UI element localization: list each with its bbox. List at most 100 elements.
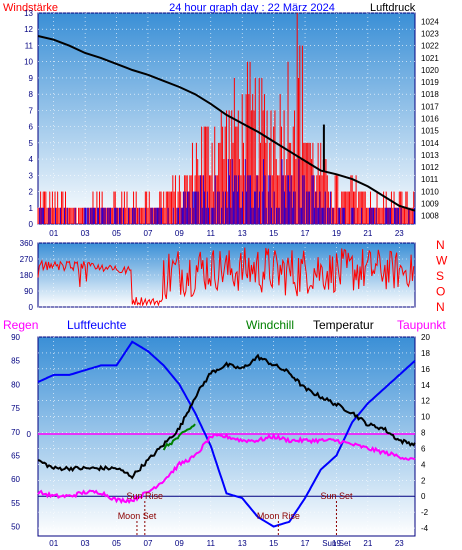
wind-tick-label: 5	[29, 139, 34, 148]
pressure-tick-label: 1017	[421, 102, 439, 111]
pressure-tick-label: 1008	[421, 212, 439, 221]
temperature-tick-label: 0	[421, 492, 426, 501]
time-tick-label: 13	[238, 539, 247, 548]
humidity-tick-label: 80	[11, 380, 20, 389]
temperature-tick-label: 18	[421, 349, 430, 358]
humidity-tick-label: 85	[11, 357, 20, 366]
legend-temperature: Temperatur	[313, 318, 374, 332]
compass-label: O	[436, 285, 445, 299]
pressure-tick-label: 1011	[421, 175, 439, 184]
direction-tick-label: 360	[20, 239, 34, 248]
time-tick-label: 05	[112, 539, 121, 548]
legend-rain: Regen	[3, 318, 38, 332]
time-tick-label: 11	[207, 539, 216, 548]
wind-tick-label: 6	[29, 123, 34, 132]
event-label: Sun Rise	[127, 491, 164, 501]
wind-tick-label: 10	[24, 58, 33, 67]
pressure-tick-label: 1012	[421, 163, 439, 172]
pressure-series	[37, 35, 416, 212]
temperature-tick-label: 14	[421, 381, 430, 390]
temperature-tick-label: 4	[421, 460, 426, 469]
wind-tick-label: 7	[29, 106, 34, 115]
wind-tick-label: 0	[29, 220, 34, 229]
time-tick-label: 23	[395, 229, 404, 238]
time-tick-label: 07	[144, 539, 153, 548]
pressure-tick-label: 1023	[421, 30, 439, 39]
time-tick-label: 01	[49, 229, 58, 238]
wind-speed-series	[37, 13, 415, 224]
temperature-tick-label: 2	[421, 476, 426, 485]
time-tick-label: 03	[81, 539, 90, 548]
time-tick-label: 05	[112, 229, 121, 238]
temperature-tick-label: 6	[421, 444, 426, 453]
pressure-tick-label: 1009	[421, 199, 439, 208]
direction-tick-label: 270	[20, 255, 34, 264]
compass-label: S	[436, 269, 444, 283]
chart-title: 24 hour graph day : 22 März 2024	[169, 2, 335, 14]
pressure-tick-label: 1022	[421, 42, 439, 51]
wind-tick-label: 12	[24, 25, 33, 34]
pressure-ticks: 1024 1023 1022 1021 1020 1019 1018 1017 1016 1015…	[421, 17, 439, 220]
wind-tick-label: 13	[24, 9, 33, 18]
time-tick-label: 19	[332, 229, 341, 238]
pressure-tick-label: 1019	[421, 78, 439, 87]
direction-tick-label: 90	[24, 287, 33, 296]
wind-direction-line	[37, 247, 415, 307]
wind-tick-label: 3	[29, 171, 34, 180]
pressure-tick-label: 1024	[421, 17, 439, 26]
time-ticks-top: 01 03 05 07 09 11 13 15 17 19 21 23	[49, 229, 404, 238]
sun-set-tick-label: Sun Set	[322, 539, 351, 548]
compass-label: W	[436, 254, 448, 268]
time-tick-label: 15	[269, 229, 278, 238]
pressure-tick-label: 1021	[421, 54, 439, 63]
time-tick-label: 17	[301, 539, 310, 548]
humidity-tick-label: 70	[11, 428, 20, 437]
wind-tick-label: 8	[29, 90, 34, 99]
direction-tick-label: 180	[20, 271, 34, 280]
temperature-tick-label: 12	[421, 397, 430, 406]
wind-tick-label: 2	[29, 188, 34, 197]
wind-tick-label: 9	[29, 74, 34, 83]
event-label: Moon Rise	[257, 511, 300, 521]
wind-tick-label: 1	[29, 204, 34, 213]
temperature-tick-label: 16	[421, 365, 430, 374]
time-tick-label: 11	[207, 229, 216, 238]
temperature-tick-label: 20	[421, 333, 430, 342]
temperature-tick-label: -2	[421, 508, 429, 517]
pressure-tick-label: 1015	[421, 127, 439, 136]
time-tick-label: 13	[238, 229, 247, 238]
pressure-tick-label: 1018	[421, 90, 439, 99]
humidity-tick-label: 65	[11, 451, 20, 460]
time-tick-label: 23	[395, 539, 404, 548]
time-tick-label: 21	[363, 229, 372, 238]
pressure-line	[37, 35, 416, 212]
pressure-tick-label: 1010	[421, 187, 439, 196]
temperature-tick-label: 10	[421, 413, 430, 422]
compass-label: N	[436, 300, 445, 314]
wind-tick-label: 4	[29, 155, 34, 164]
temperature-line	[37, 353, 416, 480]
wind-axis-title: Windstärke	[3, 2, 58, 14]
pressure-axis-title: Luftdruck	[370, 2, 416, 14]
time-tick-label: 07	[144, 229, 153, 238]
temperature-humidity-grid	[38, 336, 415, 536]
time-tick-label: 01	[49, 539, 58, 548]
compass-label: N	[436, 238, 445, 252]
pressure-tick-label: 1014	[421, 139, 439, 148]
windchill-line	[162, 423, 196, 451]
time-tick-label: 09	[175, 539, 184, 548]
temperature-tick-label: -4	[421, 524, 429, 533]
rain-zero-label: 0	[27, 430, 32, 439]
time-tick-label: 03	[81, 229, 90, 238]
humidity-tick-label: 75	[11, 404, 20, 413]
legend-dewpoint: Taupunkt	[397, 318, 446, 332]
pressure-tick-label: 1020	[421, 66, 439, 75]
pressure-tick-label: 1016	[421, 115, 439, 124]
event-label: Moon Set	[118, 511, 157, 521]
humidity-line	[37, 340, 416, 528]
humidity-tick-label: 50	[11, 523, 20, 532]
